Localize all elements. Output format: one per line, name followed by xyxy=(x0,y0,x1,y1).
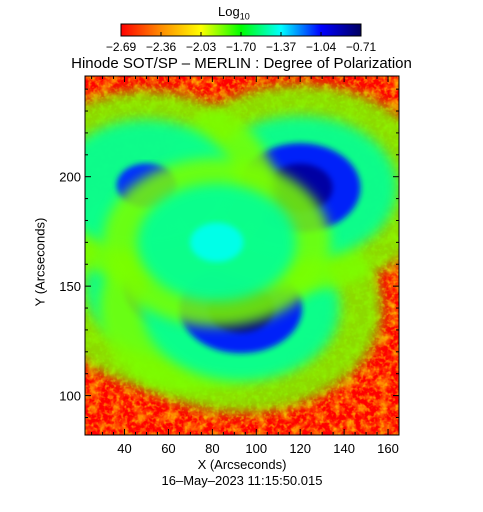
x-tick-label: 100 xyxy=(245,441,267,456)
x-tick-label: 140 xyxy=(333,441,355,456)
polarization-features xyxy=(85,84,399,413)
y-tick-label: 200 xyxy=(59,170,81,185)
x-tick-label: 40 xyxy=(117,441,131,456)
x-tick-label: 80 xyxy=(205,441,219,456)
observation-timestamp: 16–May–2023 11:15:50.015 xyxy=(161,473,323,488)
chart-title: Hinode SOT/SP – MERLIN : Degree of Polar… xyxy=(71,55,412,72)
colorbar-tick-label: −1.37 xyxy=(266,40,297,54)
x-tick-label: 120 xyxy=(289,441,311,456)
colorbar-tick-label: −2.69 xyxy=(106,40,137,54)
x-tick-label: 160 xyxy=(377,441,399,456)
polarization-feature xyxy=(190,222,244,262)
colorbar-tick-label: −1.04 xyxy=(306,40,337,54)
colorbar-tick-label: −0.71 xyxy=(346,40,377,54)
colorbar-tick-label: −1.70 xyxy=(226,40,257,54)
colorbar-label: Log10 xyxy=(218,4,250,22)
x-axis-label: X (Arcseconds) xyxy=(197,457,287,472)
x-tick-label: 60 xyxy=(161,441,175,456)
colorbar-tick-label: −2.03 xyxy=(186,40,217,54)
y-tick-label: 150 xyxy=(59,279,81,294)
plot-frame xyxy=(84,75,400,436)
colorbar-tick-label: −2.36 xyxy=(146,40,177,54)
y-tick-label: 100 xyxy=(59,389,81,404)
